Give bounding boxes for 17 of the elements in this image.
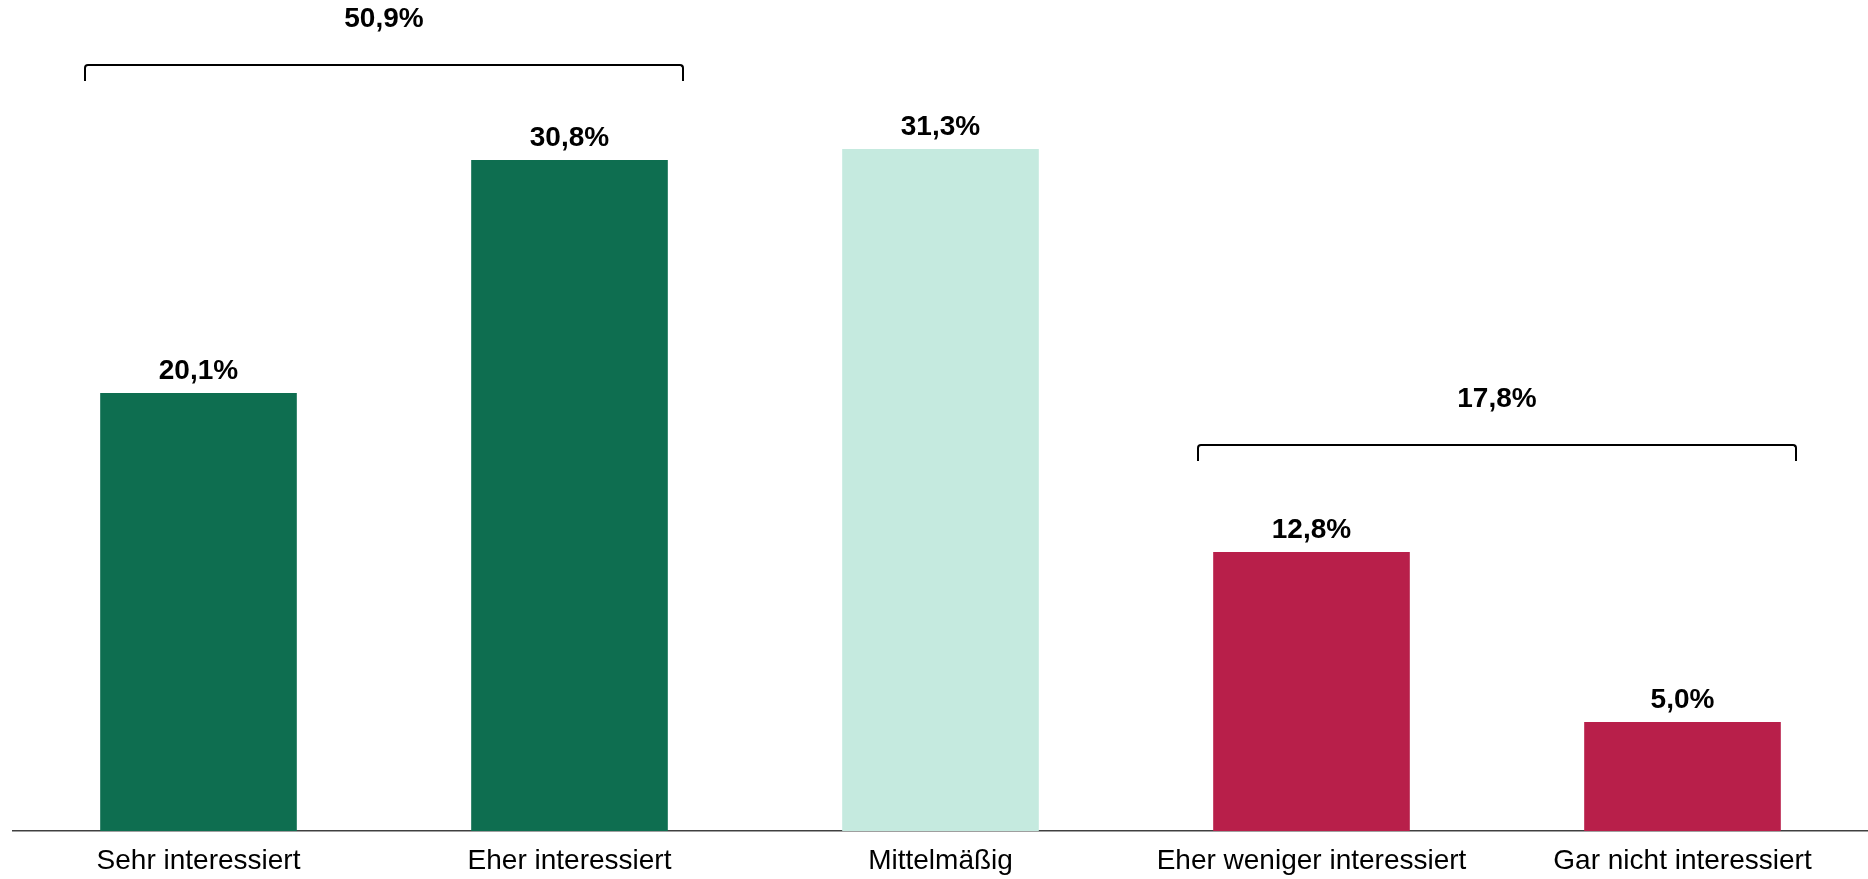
data-label: 31,3%: [900, 110, 981, 141]
bar: [1213, 552, 1410, 831]
data-label: 5,0%: [1650, 683, 1715, 715]
data-label: 20,1%: [158, 354, 239, 386]
x-tick-label: Eher interessiert: [467, 843, 672, 875]
x-tick-label: Gar nicht interessiert: [1553, 843, 1812, 875]
bar: [100, 393, 297, 831]
data-label: 30,8%: [529, 120, 610, 152]
data-label: 12,8%: [1271, 513, 1352, 545]
annotation: 17,8%: [1457, 382, 1537, 414]
bar: [842, 149, 1039, 831]
x-tick-label: Eher weniger interessiert: [1156, 843, 1467, 875]
x-tick-label: Mittelmäßig: [868, 843, 1013, 875]
text: 50,9%: [344, 2, 424, 34]
x-tick-label: Sehr interessiert: [96, 843, 301, 875]
bar: [471, 159, 668, 831]
bar: [1584, 722, 1781, 831]
